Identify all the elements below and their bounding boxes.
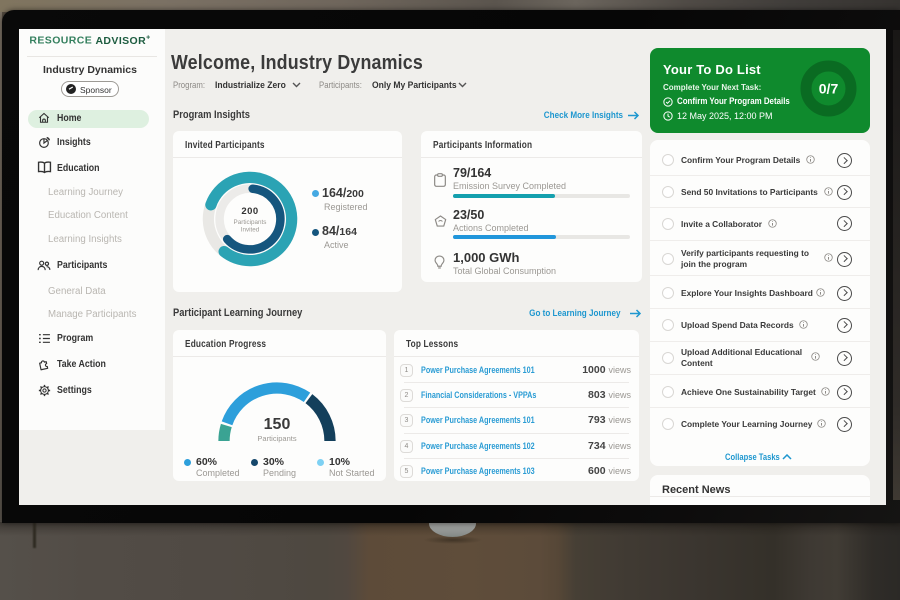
svg-text:Participants: Participants xyxy=(257,434,296,443)
svg-text:200: 200 xyxy=(241,206,258,217)
svg-text:150: 150 xyxy=(264,416,291,433)
svg-text:Invited: Invited xyxy=(241,227,260,234)
svg-text:0/7: 0/7 xyxy=(819,81,839,97)
svg-text:Participants: Participants xyxy=(234,219,267,226)
